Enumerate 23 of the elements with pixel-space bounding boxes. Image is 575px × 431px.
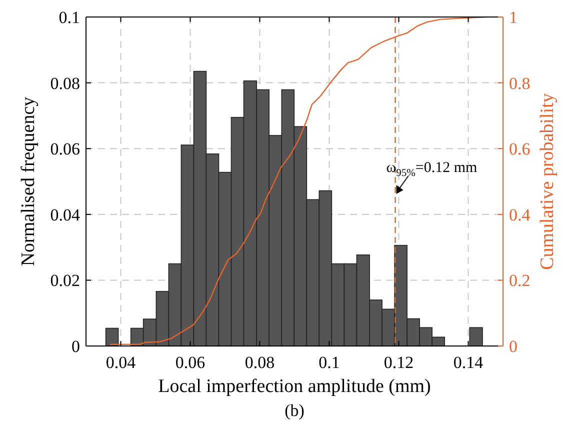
y2-tick-label: 0.6: [509, 140, 530, 159]
y2-tick-label: 0: [509, 337, 518, 356]
x-tick-label: 0.06: [175, 353, 206, 372]
x-axis-title: Local imperfection amplitude (mm): [158, 376, 431, 397]
y-axis-title: Normalised frequency: [18, 96, 39, 266]
y2-tick-label: 0.4: [509, 205, 531, 224]
y-tick-label: 0.1: [58, 8, 80, 27]
y2-tick-label: 0.2: [509, 271, 530, 290]
ref-line-label: ω$_{95%}$=0.12 mm: [386, 160, 478, 179]
y-tick-label: 0.06: [50, 140, 80, 159]
text: (b): [284, 401, 304, 420]
y2-tick-label: 0.8: [509, 74, 530, 93]
y-tick-label: 0: [72, 337, 80, 356]
y-tick-label: 0.08: [50, 74, 80, 93]
x-tick-label: 0.14: [453, 353, 484, 372]
x-tick-label: 0.12: [384, 353, 414, 372]
y2-axis-title: Cumulative probability: [537, 92, 558, 270]
y-tick-label: 0.02: [50, 271, 80, 290]
x-tick-label: 0.04: [106, 353, 136, 372]
x-tick-label: 0.08: [244, 353, 275, 372]
y-tick-label: 0.04: [50, 205, 80, 224]
x-tick-label: 0.1: [318, 353, 340, 372]
y2-tick-label: 1: [509, 8, 518, 27]
